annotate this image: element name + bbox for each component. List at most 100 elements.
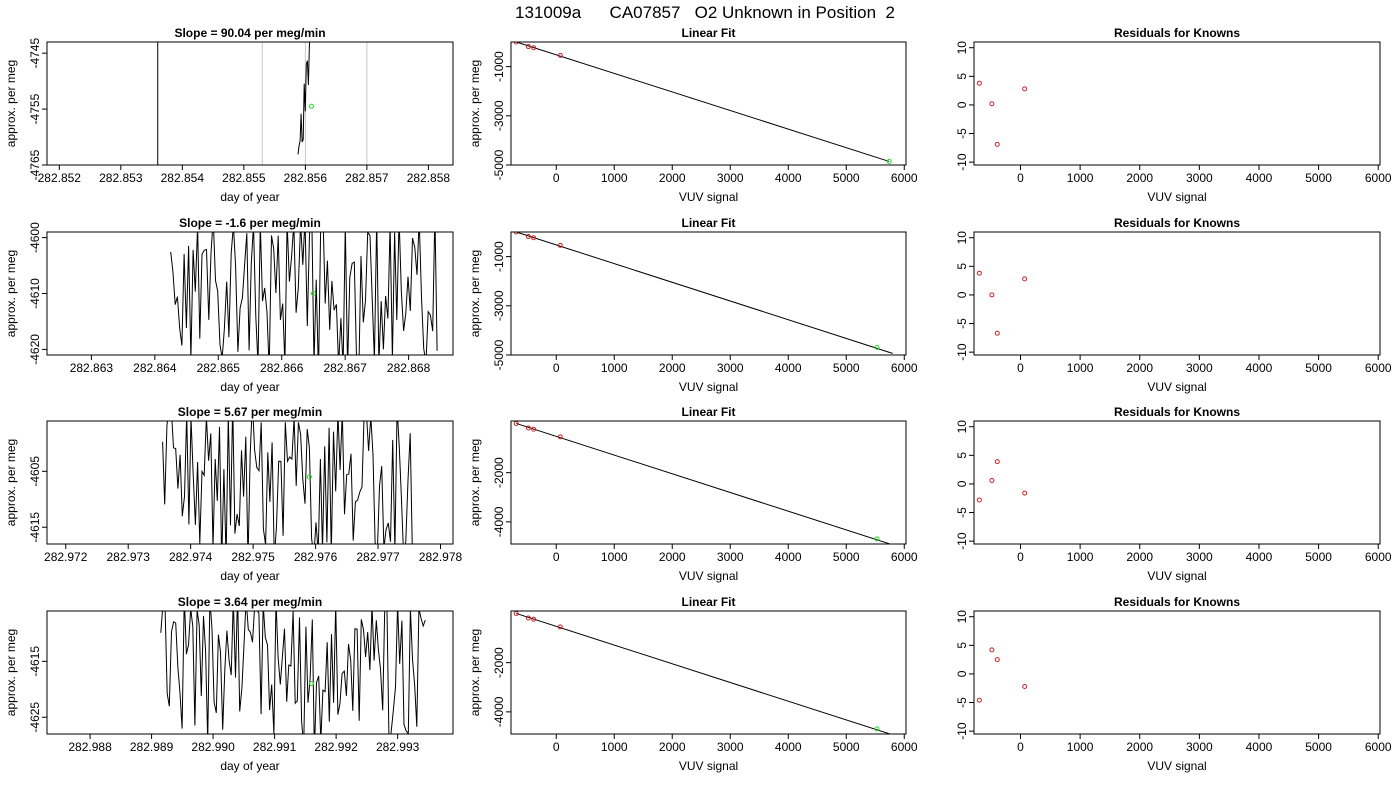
plot-area: [513, 42, 892, 164]
x-tick-label: 6000: [1365, 171, 1392, 185]
plot-area: [160, 611, 426, 734]
x-tick-label: 5000: [1305, 740, 1332, 754]
residual-point: [976, 80, 982, 86]
x-axis-label: VUV signal: [679, 759, 738, 773]
x-tick-label: 6000: [1365, 550, 1392, 564]
y-tick-label: -5: [955, 128, 969, 139]
residual-point: [994, 657, 1000, 663]
panel-row2-timeseries: Slope = -1.6 per meg/min 282.863 282.864 28…: [4, 216, 454, 394]
y-tick-label: -10: [955, 722, 969, 740]
panel-title: Linear Fit: [681, 216, 735, 230]
y-tick-label: -3000: [492, 290, 506, 321]
plot-frame: [973, 610, 1381, 735]
x-tick-label: 6000: [891, 550, 918, 564]
y-axis-label: approx. per meg: [468, 60, 482, 147]
y-tick-label: -2000: [492, 647, 506, 678]
x-tick-label: 282.857: [345, 171, 389, 185]
x-tick-label: 282.858: [407, 171, 451, 185]
panel-row3-linearfit: Linear Fit 0 1000 2000 3000 4000 5000 6000 VUV s…: [468, 405, 918, 583]
x-tick-label: 2000: [659, 361, 686, 375]
data-trace: [170, 232, 438, 355]
plot-area: [513, 421, 892, 544]
y-tick-label: 5: [955, 642, 969, 649]
panel-title: Slope = 3.64 per meg/min: [178, 595, 322, 609]
y-tick-label: 10: [955, 41, 969, 55]
y-tick-label: 10: [955, 231, 969, 245]
plot-area: [513, 232, 893, 354]
y-tick-label: 5: [955, 263, 969, 270]
x-tick-label: 282.864: [133, 361, 177, 375]
plot-frame: [46, 231, 454, 356]
panel-row1-timeseries: Slope = 90.04 per meg/min 282.852 282.853 2…: [4, 26, 454, 204]
x-tick-label: 2000: [1126, 740, 1153, 754]
x-tick-label: 0: [553, 361, 560, 375]
x-tick-label: 1000: [1067, 361, 1094, 375]
x-tick-label: 282.855: [222, 171, 266, 185]
x-axis-label: VUV signal: [679, 569, 738, 583]
x-tick-label: 282.865: [197, 361, 241, 375]
x-tick-label: 3000: [1186, 171, 1213, 185]
data-trace: [160, 611, 426, 734]
x-tick-label: 4000: [775, 740, 802, 754]
x-tick-label: 0: [1017, 171, 1024, 185]
x-tick-label: 282.853: [99, 171, 143, 185]
x-tick-label: 1000: [1067, 550, 1094, 564]
x-tick-label: 3000: [717, 550, 744, 564]
x-tick-label: 282.988: [68, 740, 112, 754]
y-axis-label: approx. per meg: [4, 250, 18, 337]
x-tick-label: 5000: [1305, 550, 1332, 564]
x-axis-label: VUV signal: [679, 380, 738, 394]
fit-line: [516, 42, 890, 162]
x-tick-label: 5000: [833, 740, 860, 754]
x-tick-label: 282.973: [107, 550, 151, 564]
panel-title: Residuals for Knowns: [1114, 26, 1240, 40]
residual-point: [1022, 684, 1028, 690]
x-tick-label: 282.975: [231, 550, 275, 564]
residual-point: [994, 459, 1000, 465]
known-point: [525, 44, 531, 50]
plot-frame: [510, 610, 907, 735]
y-axis-label: approx. per meg: [468, 250, 482, 337]
x-tick-label: 1000: [601, 171, 628, 185]
plot-frame: [510, 231, 907, 356]
x-tick-label: 282.854: [161, 171, 205, 185]
known-point: [557, 434, 563, 440]
x-tick-label: 0: [553, 740, 560, 754]
y-tick-label: -4615: [28, 512, 42, 543]
y-tick-label: 10: [955, 610, 969, 624]
x-tick-label: 282.976: [294, 550, 338, 564]
x-tick-label: 282.856: [284, 171, 328, 185]
panel-row2-linearfit: Linear Fit 0 1000 2000 3000 4000 5000 6000 VUV s…: [468, 216, 918, 394]
x-tick-label: 2000: [659, 740, 686, 754]
x-tick-label: 2000: [659, 171, 686, 185]
plot-area: [157, 42, 368, 165]
fit-line: [516, 232, 893, 354]
y-tick-label: -4605: [28, 456, 42, 487]
x-tick-label: 3000: [1186, 361, 1213, 375]
x-tick-label: 3000: [1186, 550, 1213, 564]
x-axis-label: day of year: [220, 380, 279, 394]
residual-point: [1022, 276, 1028, 282]
x-tick-label: 0: [553, 171, 560, 185]
x-tick-label: 4000: [775, 550, 802, 564]
panel-row1-linearfit: Linear Fit 0 1000 2000 3000 4000 5000 6000 VUV s…: [468, 26, 918, 204]
x-tick-label: 282.852: [38, 171, 82, 185]
known-point: [525, 234, 531, 240]
x-tick-label: 2000: [659, 550, 686, 564]
x-tick-label: 1000: [601, 740, 628, 754]
y-tick-label: -5000: [492, 149, 506, 180]
known-point: [557, 624, 563, 630]
x-tick-label: 1000: [1067, 171, 1094, 185]
unknown-point: [306, 474, 312, 480]
y-axis-label: approx. per meg: [4, 629, 18, 716]
residual-point: [994, 330, 1000, 336]
x-tick-label: 282.993: [376, 740, 420, 754]
y-tick-label: -4625: [28, 702, 42, 733]
residual-point: [976, 270, 982, 276]
residual-point: [1022, 490, 1028, 496]
fit-line: [516, 422, 892, 544]
x-tick-label: 0: [1017, 550, 1024, 564]
y-tick-label: 0: [955, 291, 969, 298]
unknown-point: [874, 344, 880, 350]
x-tick-label: 4000: [1246, 171, 1273, 185]
